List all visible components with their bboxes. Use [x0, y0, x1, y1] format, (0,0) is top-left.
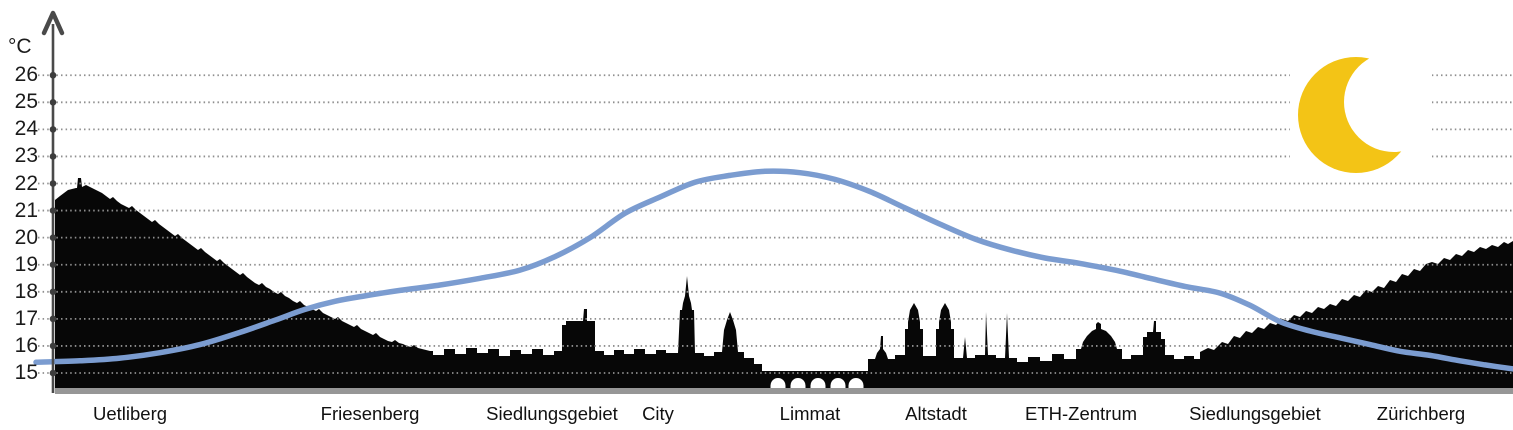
city-terrain-silhouette: [55, 178, 1513, 388]
axis-tick-dot: [49, 207, 57, 214]
crescent-moon-icon: [1290, 46, 1432, 180]
axis-tick-dot: [49, 315, 57, 323]
axis-tick-dot: [49, 342, 57, 350]
y-tick-label: 20: [14, 225, 38, 249]
y-tick-label: 18: [14, 279, 38, 303]
x-axis-label: Siedlungsgebiet: [1189, 403, 1321, 424]
x-axis-label: Limmat: [779, 403, 841, 424]
axis-tick-dot: [49, 126, 57, 133]
axis-tick-dot: [49, 99, 57, 106]
y-tick-label: 21: [14, 198, 38, 222]
x-axis-label: Uetliberg: [92, 403, 168, 424]
y-tick-label: 16: [14, 334, 38, 358]
axis-tick-dot: [49, 180, 57, 187]
y-axis-arrow-icon: [41, 10, 65, 36]
ground-baseline: [55, 388, 1513, 394]
axis-tick-dot: [49, 288, 57, 296]
y-tick-label: 26: [14, 63, 38, 87]
y-tick-label: 15: [14, 361, 38, 385]
x-axis-label: Zürichberg: [1376, 403, 1466, 424]
y-tick-label: 22: [14, 171, 38, 195]
x-axis-label: Altstadt: [905, 403, 967, 424]
y-tick-label: 19: [14, 252, 38, 276]
bridge-arch: [830, 378, 846, 389]
axis-tick-dot: [49, 153, 57, 160]
x-axis-label: ETH-Zentrum: [1024, 403, 1138, 424]
y-tick-label: 24: [14, 117, 38, 141]
bridge-arch: [790, 378, 806, 389]
bridge-arch: [848, 378, 864, 389]
bridge-arch: [770, 378, 786, 389]
y-axis-unit-label: °C: [8, 35, 32, 58]
axis-tick-dot: [49, 261, 57, 269]
y-tick-label: 25: [14, 90, 38, 114]
axis-tick-dot: [49, 234, 57, 241]
x-axis-label: City: [642, 403, 674, 424]
axis-tick-dot: [49, 71, 57, 79]
y-tick-label: 23: [14, 144, 38, 168]
bridge-arch: [810, 378, 826, 389]
x-axis-label: Siedlungsgebiet: [486, 403, 618, 424]
temperature-curve: [33, 168, 1513, 372]
y-tick-label: 17: [14, 306, 38, 330]
x-axis-label: Friesenberg: [320, 403, 420, 424]
axis-tick-dot: [49, 369, 57, 377]
